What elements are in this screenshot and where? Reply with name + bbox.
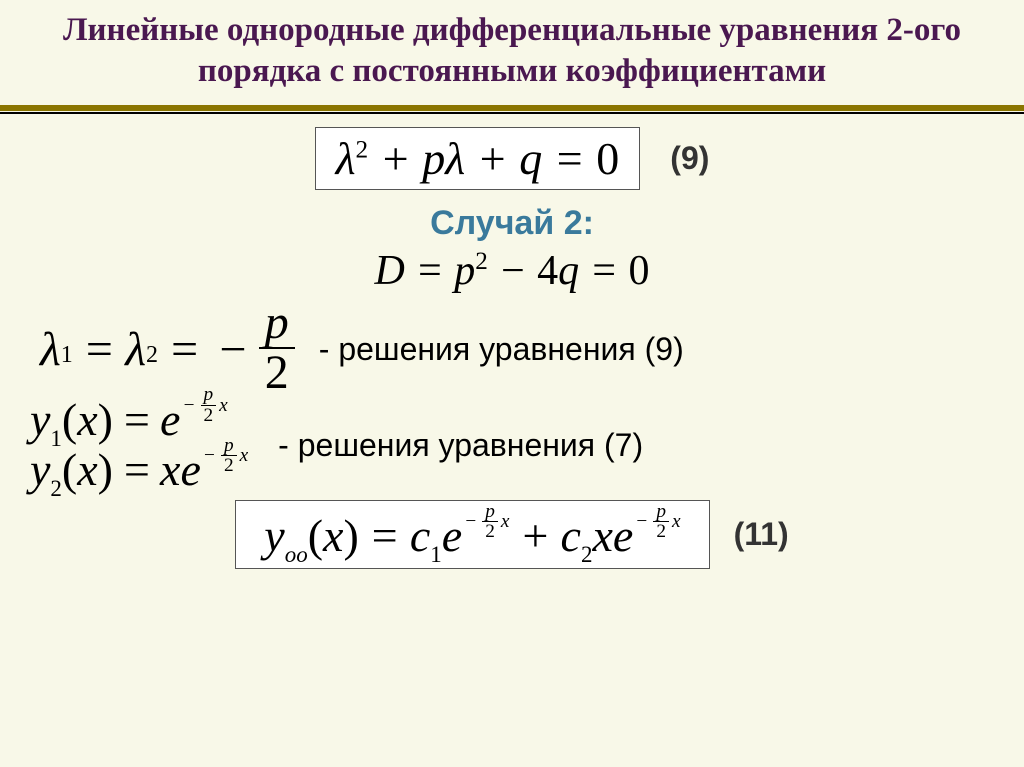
y-equations: y1(x) = e − p2 x y2(x) = xe − p2 x (30, 395, 248, 496)
y-solutions-block: y1(x) = e − p2 x y2(x) = xe − p2 x - реш… (20, 395, 1004, 496)
equation-9-label: (9) (670, 140, 709, 177)
equation-9: λ2 + pλ + q = 0 (336, 133, 620, 184)
equation-9-box: λ2 + pλ + q = 0 (315, 127, 641, 190)
lambda-equation: λ1 = λ2 = − p 2 (40, 301, 301, 399)
exp-2: − p2 x (635, 502, 680, 542)
equation-11-label: (11) (734, 516, 789, 553)
y1-exponent: − p2 x (182, 385, 227, 425)
slide-header: Линейные однородные дифференциальные ура… (0, 0, 1024, 111)
lambda-solution-row: λ1 = λ2 = − p 2 - решения уравнения (9) (20, 301, 1004, 399)
fraction-p-over-2: p 2 (259, 299, 295, 397)
slide-title: Линейные однородные дифференциальные ура… (40, 10, 984, 93)
y2-exponent: − p2 x (203, 436, 248, 476)
lambda-note: - решения уравнения (9) (319, 331, 684, 368)
y-note: - решения уравнения (7) (278, 427, 643, 464)
equation-11-row: yoo(x) = c1e − p2 x + c2xe − p2 x (11) (20, 500, 1004, 569)
equation-11: yoo(x) = c1e − p2 x + c2xe − p2 x (264, 509, 680, 562)
discriminant: D = p2 − 4q = 0 (20, 247, 1004, 295)
slide-content: λ2 + pλ + q = 0 (9) Случай 2: D = p2 − 4… (0, 111, 1024, 569)
case-label: Случай 2: (20, 204, 1004, 243)
y2-equation: y2(x) = xe − p2 x (30, 445, 248, 496)
equation-9-row: λ2 + pλ + q = 0 (9) (20, 127, 1004, 190)
equation-11-box: yoo(x) = c1e − p2 x + c2xe − p2 x (235, 500, 709, 569)
exp-1: − p2 x (464, 502, 509, 542)
